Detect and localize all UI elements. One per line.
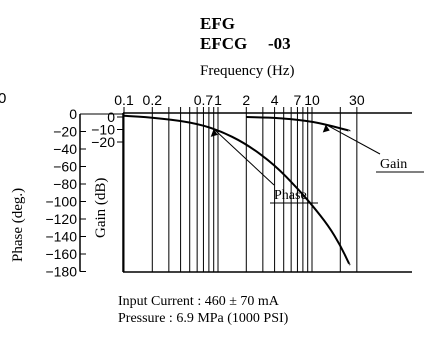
annotation-pressure: Pressure : 6.9 MPa (1000 PSI) bbox=[118, 311, 289, 326]
left-axis-label: Phase (deg.) bbox=[10, 188, 26, 262]
x-tick-label: 0.1 bbox=[114, 92, 134, 108]
callout-leader bbox=[213, 128, 275, 186]
phase-tick-label: −180 bbox=[45, 264, 77, 280]
callout-leader bbox=[325, 124, 381, 155]
phase-tick-label: −100 bbox=[45, 194, 77, 210]
left-tick-labels: 0 −20−40 −60−80 −100−120 −140−160 −180 bbox=[45, 106, 86, 280]
phase-tick-label: −60 bbox=[53, 159, 77, 175]
phase-tick-label: 0 bbox=[69, 106, 77, 122]
series-line-phase bbox=[123, 114, 351, 266]
x-tick-label: 10 bbox=[304, 92, 320, 108]
left-edge-label: 0 bbox=[0, 90, 6, 107]
series-label-phase: Phase bbox=[274, 188, 307, 203]
x-tick-label: 7 bbox=[294, 92, 302, 108]
phase-tick-label: −20 bbox=[53, 124, 77, 140]
series-line-gain bbox=[246, 116, 351, 132]
chart-title-line2: EFCG bbox=[200, 34, 247, 53]
callout-arrowhead bbox=[210, 128, 218, 137]
callout-arrowhead bbox=[322, 124, 330, 133]
phase-tick-label: −40 bbox=[53, 141, 77, 157]
plot-grid bbox=[79, 107, 412, 273]
right-axis-label: Gain (dB) bbox=[93, 178, 109, 238]
x-tick-label: 0.7 bbox=[194, 92, 214, 108]
phase-tick-label: −160 bbox=[45, 246, 77, 262]
chart-title-line1: EFG bbox=[200, 14, 235, 33]
phase-tick-label: −140 bbox=[45, 229, 77, 245]
gain-tick-label: −10 bbox=[91, 122, 115, 138]
x-tick-labels: 0.1 0.2 0.7 1 2 4 7 10 30 bbox=[114, 92, 365, 108]
phase-tick-label: −80 bbox=[53, 176, 77, 192]
x-tick-label: 30 bbox=[349, 92, 365, 108]
x-tick-label: 1 bbox=[214, 92, 222, 108]
gain-tick-label: −20 bbox=[91, 134, 115, 150]
phase-tick-label: −120 bbox=[45, 211, 77, 227]
gain-tick-label: 0 bbox=[107, 109, 115, 125]
x-axis-label: Frequency (Hz) bbox=[200, 63, 295, 79]
x-tick-label: 4 bbox=[271, 92, 279, 108]
chart-title-suffix: -03 bbox=[268, 34, 291, 53]
series-lines bbox=[123, 114, 351, 266]
x-tick-label: 0.2 bbox=[143, 92, 163, 108]
right-tick-labels: 0−10−20 bbox=[91, 109, 123, 150]
x-tick-label: 2 bbox=[242, 92, 250, 108]
annotation-input-current: Input Current : 460 ± 70 mA bbox=[118, 294, 280, 309]
series-callouts: Phase Gain bbox=[210, 124, 424, 204]
series-label-gain: Gain bbox=[380, 157, 407, 172]
